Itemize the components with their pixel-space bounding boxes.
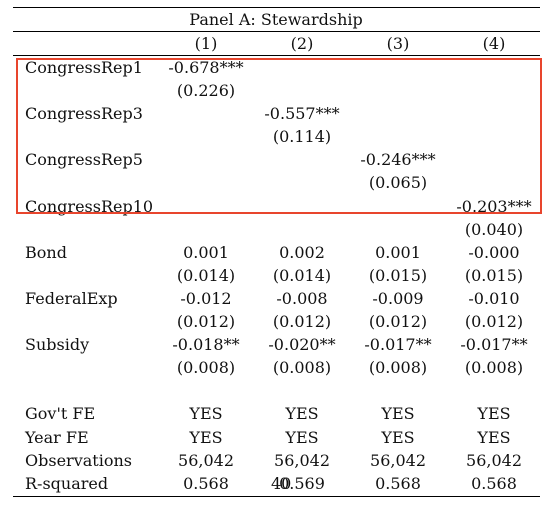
bottom-rule	[13, 496, 540, 497]
govt-fe-1: YES	[189, 404, 223, 423]
coef-subsidy-3: -0.017**	[364, 335, 432, 354]
year-fe-1: YES	[189, 428, 223, 447]
coef-federalexp-2: -0.008	[276, 289, 328, 308]
se-congressrep5: (0.065)	[368, 173, 428, 192]
coef-congressrep1: -0.678***	[168, 58, 244, 77]
row-label-congressrep10: CongressRep10	[25, 197, 154, 216]
row-label-bond: Bond	[25, 243, 67, 262]
se-federalexp-3: (0.012)	[368, 312, 428, 331]
row-label-congressrep3: CongressRep3	[25, 104, 143, 123]
page-number: 40	[271, 474, 292, 493]
observations-2: 56,042	[274, 451, 330, 470]
coef-federalexp-3: -0.009	[372, 289, 424, 308]
se-bond-2: (0.014)	[272, 266, 332, 285]
highlight-box	[16, 58, 542, 214]
year-fe-3: YES	[381, 428, 415, 447]
r-squared-2: 0.569	[279, 474, 325, 493]
coef-subsidy-2: -0.020**	[268, 335, 336, 354]
coef-congressrep10: -0.203***	[456, 197, 532, 216]
observations-4: 56,042	[466, 451, 522, 470]
coef-bond-2: 0.002	[279, 243, 325, 262]
se-federalexp-1: (0.012)	[176, 312, 236, 331]
coef-bond-4: -0.000	[468, 243, 520, 262]
coef-federalexp-1: -0.012	[180, 289, 232, 308]
r-squared-1: 0.568	[183, 474, 229, 493]
column-header-4: (4)	[482, 34, 506, 53]
govt-fe-2: YES	[285, 404, 319, 423]
observations-1: 56,042	[178, 451, 234, 470]
header-rule	[13, 55, 540, 56]
coef-bond-1: 0.001	[183, 243, 229, 262]
row-label-federalexp: FederalExp	[25, 289, 118, 308]
column-header-1: (1)	[194, 34, 218, 53]
coef-bond-3: 0.001	[375, 243, 421, 262]
coef-subsidy-1: -0.018**	[172, 335, 240, 354]
row-label-congressrep1: CongressRep1	[25, 58, 143, 77]
se-subsidy-3: (0.008)	[368, 358, 428, 377]
govt-fe-3: YES	[381, 404, 415, 423]
top-rule	[13, 7, 540, 8]
se-subsidy-1: (0.008)	[176, 358, 236, 377]
se-subsidy-2: (0.008)	[272, 358, 332, 377]
se-federalexp-2: (0.012)	[272, 312, 332, 331]
r-squared-3: 0.568	[375, 474, 421, 493]
se-congressrep3: (0.114)	[272, 127, 332, 146]
year-fe-4: YES	[477, 428, 511, 447]
se-bond-1: (0.014)	[176, 266, 236, 285]
row-label-subsidy: Subsidy	[25, 335, 90, 354]
row-label-govt-fe: Gov't FE	[25, 404, 96, 423]
row-label-congressrep5: CongressRep5	[25, 150, 143, 169]
govt-fe-4: YES	[477, 404, 511, 423]
se-congressrep10: (0.040)	[464, 220, 524, 239]
coef-subsidy-4: -0.017**	[460, 335, 528, 354]
title-rule	[13, 31, 540, 32]
year-fe-2: YES	[285, 428, 319, 447]
coef-congressrep3: -0.557***	[264, 104, 340, 123]
se-bond-3: (0.015)	[368, 266, 428, 285]
se-bond-4: (0.015)	[464, 266, 524, 285]
panel-title: Panel A: Stewardship	[189, 10, 363, 29]
column-header-2: (2)	[290, 34, 314, 53]
coef-federalexp-4: -0.010	[468, 289, 520, 308]
coef-congressrep5: -0.246***	[360, 150, 436, 169]
se-congressrep1: (0.226)	[176, 81, 236, 100]
row-label-year-fe: Year FE	[25, 428, 89, 447]
se-federalexp-4: (0.012)	[464, 312, 524, 331]
column-header-3: (3)	[386, 34, 410, 53]
row-label-observations: Observations	[25, 451, 132, 470]
se-subsidy-4: (0.008)	[464, 358, 524, 377]
r-squared-4: 0.568	[471, 474, 517, 493]
row-label-r-squared: R-squared	[25, 474, 109, 493]
observations-3: 56,042	[370, 451, 426, 470]
